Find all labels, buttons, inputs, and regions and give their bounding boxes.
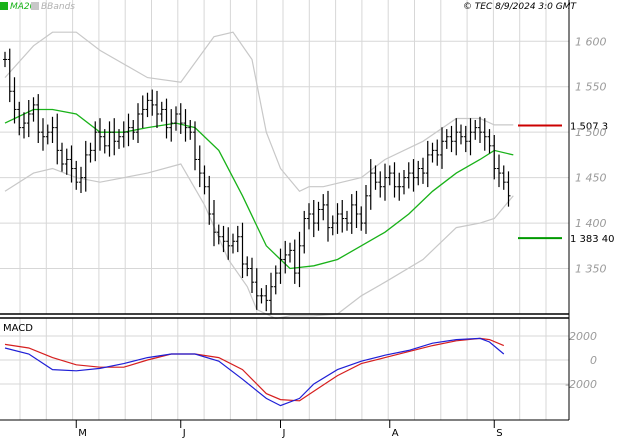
bbands-legend-label: BBands [41,2,75,12]
price-y-tick-label: 1 350 [575,263,607,276]
price-y-tick-label: 1 550 [575,81,607,94]
price-y-tick-label: 1 450 [575,172,607,185]
support-level-label: 1 383 40 [570,234,615,245]
macd-y-tick-label: 2000 [569,330,597,343]
ma20-legend-swatch [0,2,8,10]
ma20-legend-label: MA20 [10,2,36,12]
axes: 1 350 1 400 1 450 1 500 1 550 1 600 2000 0 -2000… [0,0,607,439]
price-y-tick-label: 1 500 [575,126,607,139]
support-resistance-levels: 1 507 3 1 383 40 [518,122,615,245]
resistance-level-label: 1 507 3 [570,122,608,133]
source-timestamp: © TEC 8/9/2024 3:0 GMT [463,2,578,12]
ma20-path [4,108,514,270]
macd-y-tick-label: 0 [590,354,597,367]
bbands-legend-swatch [31,2,39,10]
x-tick-label: M [78,428,87,439]
price-y-tick-label: 1 600 [575,35,607,48]
legend: MA20 BBands [0,2,75,12]
ma20-line [4,108,514,270]
bb-upper-line [4,31,514,193]
x-tick-label: J [282,428,286,439]
macd-panel [4,337,505,407]
x-tick-label: A [392,428,399,439]
ohlc-bars [3,48,511,315]
x-tick-label: J [182,428,186,439]
x-tick-label: S [496,428,502,439]
macd-panel-title: MACD [3,323,33,334]
grid [0,0,569,420]
price-y-tick-label: 1 400 [575,217,607,230]
macd-line [4,337,505,407]
macd-y-tick-label: -2000 [565,378,597,391]
macd-signal-line [4,337,505,402]
